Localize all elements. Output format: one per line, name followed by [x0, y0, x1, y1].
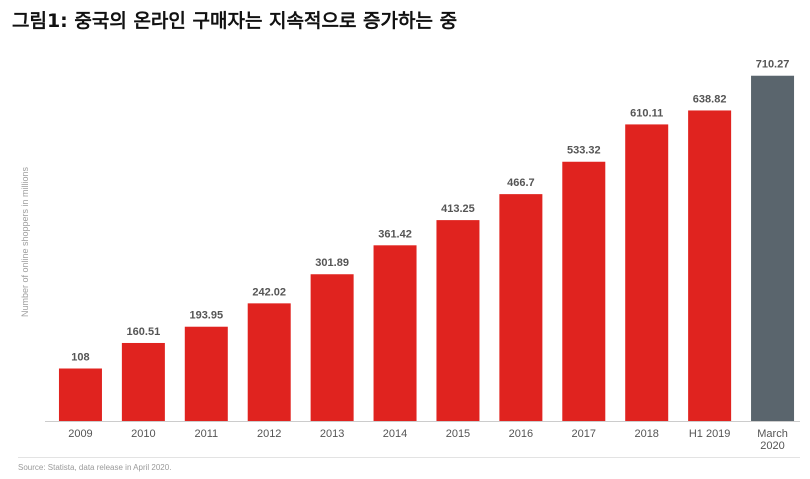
x-tick-label: 2016 — [509, 428, 533, 440]
data-label: 242.02 — [252, 286, 286, 298]
bar-2016 — [499, 194, 543, 421]
source-note: Source: Statista, data release in April … — [18, 463, 172, 472]
bar-2009 — [58, 368, 102, 421]
bar-2014 — [373, 245, 417, 421]
x-tick-label: 2009 — [68, 428, 92, 440]
bar-2012 — [247, 303, 291, 421]
x-tick-label: 2010 — [131, 428, 155, 440]
bar-h1-2019 — [688, 110, 732, 422]
data-label: 361.42 — [378, 228, 412, 240]
bar-2013 — [310, 274, 354, 421]
x-tick-label: March 2020 — [757, 428, 788, 452]
data-label: 466.7 — [507, 177, 535, 189]
data-label: 638.82 — [693, 93, 727, 105]
x-tick-label: 2011 — [194, 428, 218, 440]
data-label: 193.95 — [189, 310, 223, 322]
bar-2015 — [436, 220, 480, 421]
data-label: 413.25 — [441, 203, 475, 215]
x-tick-label: 2012 — [257, 428, 281, 440]
data-label: 610.11 — [630, 107, 663, 119]
data-label: 301.89 — [315, 257, 349, 269]
x-tick-label: 2018 — [634, 428, 658, 440]
bar-march-2020 — [751, 75, 795, 421]
x-tick-label: H1 2019 — [689, 428, 731, 440]
x-tick-label: 2017 — [572, 428, 596, 440]
data-label: 710.27 — [756, 59, 790, 71]
figure-title: 그림1: 중국의 온라인 구매자는 지속적으로 증가하는 중 — [12, 10, 458, 32]
y-axis-label: Number of online shoppers in millions — [20, 166, 30, 317]
bar-2011 — [184, 326, 228, 421]
data-label: 108 — [71, 352, 89, 364]
data-label: 160.51 — [127, 326, 161, 338]
x-tick-label: 2013 — [320, 428, 344, 440]
bar-2010 — [121, 342, 165, 421]
data-label: 533.32 — [567, 145, 601, 157]
x-tick-label: 2014 — [383, 428, 407, 440]
bar-2018 — [625, 124, 669, 421]
bar-2017 — [562, 161, 606, 421]
x-tick-label: 2015 — [446, 428, 470, 440]
